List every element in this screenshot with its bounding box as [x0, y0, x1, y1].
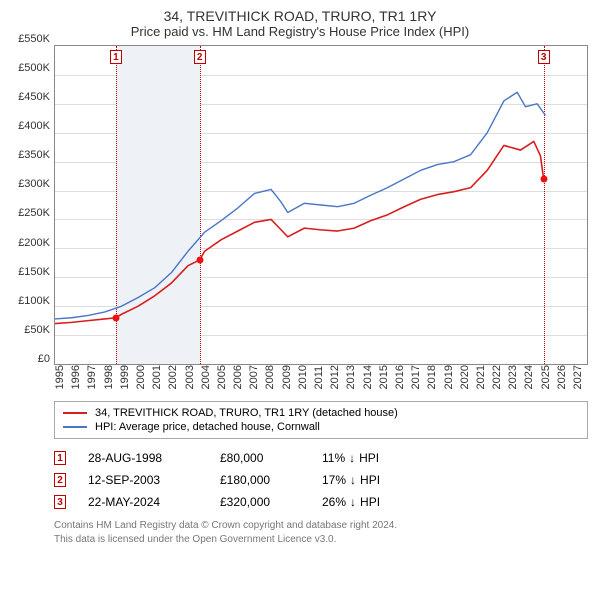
series-hpi — [55, 92, 545, 319]
sale-dot — [112, 314, 119, 321]
x-tick-label: 1995 — [54, 365, 70, 393]
sale-dot — [540, 175, 547, 182]
x-tick-label: 1999 — [119, 365, 135, 393]
sale-price: £80,000 — [220, 451, 300, 465]
sale-diff: 11% ↓ HPI — [322, 451, 379, 465]
x-tick-label: 2019 — [443, 365, 459, 393]
legend-swatch — [63, 412, 87, 414]
legend-swatch — [63, 426, 87, 428]
sale-price: £320,000 — [220, 495, 300, 509]
sale-diff-pct: 11% — [322, 451, 345, 465]
x-tick-label: 2024 — [523, 365, 539, 393]
chart-area: £550K£500K£450K£400K£350K£300K£250K£200K… — [12, 45, 588, 365]
sale-diff-pct: 17% — [322, 473, 346, 487]
x-tick-label: 2013 — [345, 365, 361, 393]
x-tick-label: 2017 — [410, 365, 426, 393]
y-axis: £550K£500K£450K£400K£350K£300K£250K£200K… — [12, 45, 54, 365]
legend-item: HPI: Average price, detached house, Corn… — [63, 420, 579, 434]
series-property — [55, 141, 544, 323]
legend: 34, TREVITHICK ROAD, TRURO, TR1 1RY (det… — [54, 401, 588, 439]
sale-number-box: 1 — [54, 451, 66, 465]
x-tick-label: 2002 — [167, 365, 183, 393]
sale-number-box: 2 — [54, 473, 66, 487]
sale-date: 22-MAY-2024 — [88, 495, 198, 509]
x-tick-label: 2021 — [475, 365, 491, 393]
chart-subtitle: Price paid vs. HM Land Registry's House … — [12, 24, 588, 39]
x-tick-label: 2020 — [459, 365, 475, 393]
x-tick-label: 2011 — [313, 365, 329, 393]
x-tick-label: 2010 — [297, 365, 313, 393]
x-tick-label: 2003 — [184, 365, 200, 393]
x-tick-label: 2027 — [572, 365, 588, 393]
x-tick-label: 2023 — [507, 365, 523, 393]
x-tick-label: 2022 — [491, 365, 507, 393]
sale-diff-label: HPI — [360, 473, 380, 487]
x-tick-label: 2012 — [329, 365, 345, 393]
sale-date: 28-AUG-1998 — [88, 451, 198, 465]
x-tick-label: 2006 — [232, 365, 248, 393]
x-tick-label: 1997 — [86, 365, 102, 393]
plot-region: 123 — [54, 45, 588, 365]
arrow-down-icon: ↓ — [350, 473, 356, 487]
chart-container: 34, TREVITHICK ROAD, TRURO, TR1 1RY Pric… — [0, 0, 600, 554]
chart-title: 34, TREVITHICK ROAD, TRURO, TR1 1RY — [12, 8, 588, 24]
x-tick-label: 1998 — [103, 365, 119, 393]
x-tick-label: 2000 — [135, 365, 151, 393]
sale-diff-label: HPI — [359, 451, 379, 465]
footnote: Contains HM Land Registry data © Crown c… — [54, 519, 588, 546]
sale-date: 12-SEP-2003 — [88, 473, 198, 487]
sale-price: £180,000 — [220, 473, 300, 487]
legend-item: 34, TREVITHICK ROAD, TRURO, TR1 1RY (det… — [63, 406, 579, 420]
x-tick-label: 2016 — [394, 365, 410, 393]
x-tick-label: 2009 — [281, 365, 297, 393]
legend-label: 34, TREVITHICK ROAD, TRURO, TR1 1RY (det… — [95, 407, 398, 419]
sale-dot — [196, 256, 203, 263]
x-tick-label: 2018 — [426, 365, 442, 393]
sale-diff-label: HPI — [360, 495, 380, 509]
sale-row: 3 22-MAY-2024 £320,000 26% ↓ HPI — [54, 491, 588, 513]
x-tick-label: 2026 — [556, 365, 572, 393]
sale-row: 1 28-AUG-1998 £80,000 11% ↓ HPI — [54, 447, 588, 469]
x-tick-label: 2001 — [151, 365, 167, 393]
x-tick-label: 2025 — [540, 365, 556, 393]
footnote-line: Contains HM Land Registry data © Crown c… — [54, 519, 588, 533]
x-tick-label: 2015 — [378, 365, 394, 393]
x-tick-label: 1996 — [70, 365, 86, 393]
x-tick-label: 2004 — [200, 365, 216, 393]
legend-label: HPI: Average price, detached house, Corn… — [95, 421, 320, 433]
sales-table: 128-AUG-1998£80,00011%↓HPI212-SEP-2003£1… — [54, 447, 588, 513]
x-tick-label: 2008 — [264, 365, 280, 393]
footnote-line: This data is licensed under the Open Gov… — [54, 533, 588, 547]
x-tick-label: 2014 — [362, 365, 378, 393]
sale-number-box: 3 — [54, 495, 66, 509]
x-tick-label: 2007 — [248, 365, 264, 393]
x-axis: 1995199619971998199920002001200220032004… — [54, 365, 588, 393]
sale-diff: 17% ↓ HPI — [322, 473, 380, 487]
chart-svg — [55, 46, 587, 364]
sale-diff: 26% ↓ HPI — [322, 495, 380, 509]
arrow-down-icon: ↓ — [350, 495, 356, 509]
sale-diff-pct: 26% — [322, 495, 346, 509]
x-tick-label: 2005 — [216, 365, 232, 393]
arrow-down-icon: ↓ — [349, 451, 355, 465]
sale-row: 2 12-SEP-2003 £180,000 17% ↓ HPI — [54, 469, 588, 491]
